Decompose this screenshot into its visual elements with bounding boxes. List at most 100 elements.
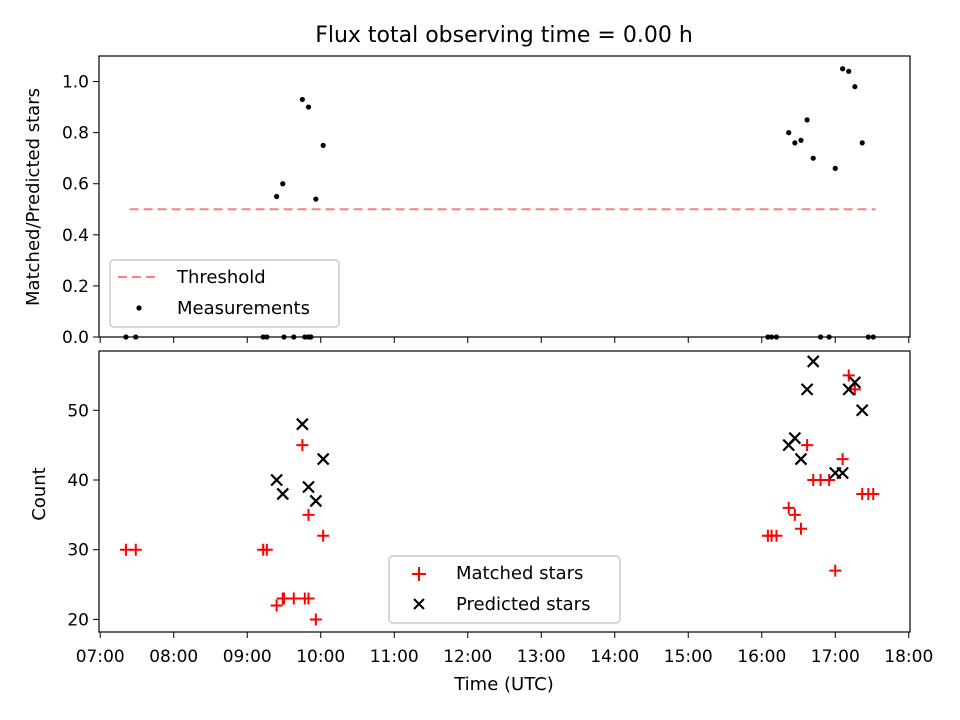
measurement-point xyxy=(865,334,871,340)
top-plot-frame xyxy=(98,55,911,338)
legend-matched-label: Matched stars xyxy=(456,563,583,584)
matched-stars-point xyxy=(302,508,315,521)
y-tick-label: 0.2 xyxy=(62,277,89,297)
top-y-axis-label: Matched/Predicted stars xyxy=(23,88,44,306)
y-tick-label: 50 xyxy=(67,401,89,421)
measurement-point xyxy=(798,137,804,143)
matched-stars-point xyxy=(782,501,795,514)
matched-stars-point xyxy=(829,564,842,577)
measurement-point xyxy=(305,104,312,110)
x-tick-label: 09:00 xyxy=(223,647,272,667)
matched-stars-point xyxy=(317,529,330,542)
x-tick-label: 13:00 xyxy=(517,647,566,667)
measurement-point xyxy=(810,155,816,161)
predicted-stars-point xyxy=(806,355,820,368)
measurement-point xyxy=(302,334,308,340)
legend-measurements-label: Measurements xyxy=(177,298,310,319)
matched-stars-point xyxy=(848,383,861,396)
bottom-legend-box xyxy=(388,555,621,624)
top-legend: Threshold Measurements xyxy=(109,259,340,328)
measurement-point xyxy=(313,196,319,202)
y-tick-label: 20 xyxy=(67,610,89,630)
matched-stars-point xyxy=(129,543,142,556)
measurement-point xyxy=(280,181,286,187)
predicted-stars-point xyxy=(309,494,323,508)
matched-stars-point xyxy=(801,439,814,452)
measurement-point xyxy=(765,334,771,340)
measurement-point xyxy=(826,334,832,340)
predicted-stars-point xyxy=(296,417,309,431)
y-tick-label: 30 xyxy=(67,541,89,561)
matched-stars-point xyxy=(296,439,309,452)
top-panel: 0.0 0.2 0.4 0.6 0.8 1.0 Matched/Predicted sta… xyxy=(23,55,911,348)
measurement-point xyxy=(133,334,139,340)
measurement-point xyxy=(832,165,838,171)
top-legend-box xyxy=(109,259,340,328)
matched-stars-point xyxy=(823,473,836,486)
bottom-y-axis-label: Count xyxy=(29,467,50,520)
predicted-stars-point xyxy=(848,376,862,389)
predicted-stars-point xyxy=(855,403,869,417)
y-tick-label: 0.4 xyxy=(62,226,89,246)
x-tick-label: 15:00 xyxy=(664,647,713,667)
measurement-point xyxy=(264,334,270,340)
measurement-point xyxy=(768,334,775,340)
matched-stars-point xyxy=(788,508,801,521)
bottom-panel: 20 30 40 50 07:00 08:00 09:00 10:00 11:00 12:00 13… xyxy=(29,350,933,695)
matched-stars-point xyxy=(867,487,880,500)
bottom-legend: Matched stars Predicted stars xyxy=(388,555,621,624)
matched-stars-point xyxy=(260,543,273,556)
measurement-point xyxy=(281,334,287,340)
measurement-point xyxy=(299,96,305,103)
y-tick-label: 0.8 xyxy=(62,124,89,144)
matched-stars-point xyxy=(794,522,807,535)
x-tick-label: 11:00 xyxy=(370,647,419,667)
measurement-point xyxy=(852,84,858,90)
x-tick-label: 08:00 xyxy=(149,647,198,667)
matched-stars-point xyxy=(270,599,283,612)
y-tick-label: 40 xyxy=(67,471,89,491)
bottom-plot-marks: 20 30 40 50 07:00 08:00 09:00 10:00 11:00 12:00 13… xyxy=(67,355,933,667)
y-tick-label: 1.0 xyxy=(62,73,89,93)
chart-title: Flux total observing time = 0.00 h xyxy=(315,23,693,48)
measurement-point xyxy=(320,142,326,149)
predicted-stars-point xyxy=(302,480,315,494)
x-tick-label: 12:00 xyxy=(443,647,492,667)
predicted-stars-point xyxy=(788,431,802,445)
measurement-point xyxy=(792,140,798,146)
measurement-point xyxy=(817,334,824,340)
measurement-point xyxy=(870,334,876,340)
matched-stars-point xyxy=(309,613,322,626)
legend-predicted-label: Predicted stars xyxy=(456,594,590,615)
matched-stars-point xyxy=(836,453,849,466)
matched-stars-point xyxy=(302,592,315,605)
predicted-stars-point xyxy=(800,383,814,396)
x-tick-label: 07:00 xyxy=(76,647,125,667)
x-tick-label: 18:00 xyxy=(884,647,933,667)
measurement-point xyxy=(123,334,129,340)
x-axis-label: Time (UTC) xyxy=(453,674,554,695)
matched-stars-point xyxy=(770,529,783,542)
measurement-point xyxy=(274,193,280,200)
bottom-plot-frame xyxy=(98,350,911,633)
top-plot-marks: 0.0 0.2 0.4 0.6 0.8 1.0 xyxy=(62,66,910,348)
x-tick-label: 10:00 xyxy=(296,647,345,667)
measurement-point xyxy=(840,66,846,72)
measurement-point xyxy=(846,68,852,74)
predicted-stars-point xyxy=(836,466,849,480)
matched-stars-point xyxy=(287,592,300,605)
legend-matched-swatch xyxy=(412,567,426,581)
measurement-point xyxy=(308,334,314,340)
x-tick-label: 14:00 xyxy=(590,647,639,667)
x-tick-label: 16:00 xyxy=(737,647,786,667)
legend-measurements-swatch xyxy=(136,305,142,311)
y-tick-label: 0.0 xyxy=(62,328,89,348)
measurement-point xyxy=(786,130,792,136)
measurement-point xyxy=(859,140,865,146)
measurement-point xyxy=(260,334,266,340)
predicted-stars-point xyxy=(316,452,330,466)
matched-stars-point xyxy=(842,369,855,382)
legend-threshold-label: Threshold xyxy=(176,267,266,288)
measurement-point xyxy=(773,334,780,340)
